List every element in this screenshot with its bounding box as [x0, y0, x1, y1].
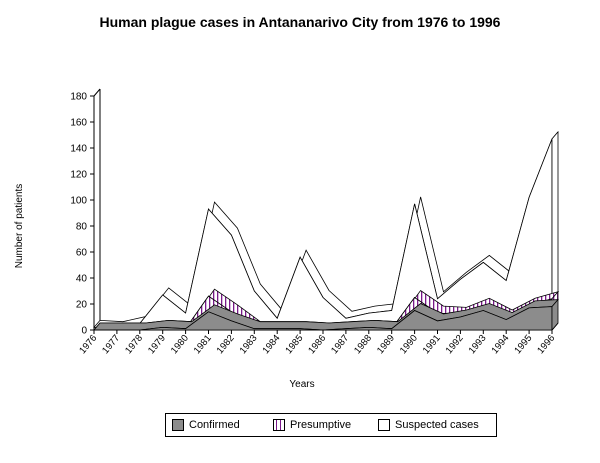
x-tick-label: 1991: [421, 333, 443, 356]
x-tick-label: 1982: [215, 333, 237, 356]
series-confirmed: [93, 298, 559, 332]
x-tick-label: 1992: [444, 333, 466, 356]
y-tick-label: 100: [70, 196, 87, 207]
series-confirmed-end: [551, 298, 559, 332]
x-tick-label: 1996: [535, 333, 557, 356]
x-tick-label: 1984: [260, 333, 282, 356]
legend-label-presumptive: Presumptive: [290, 419, 352, 431]
y-axis-label: Number of patients: [14, 184, 25, 269]
chart-legend: Confirmed Presumptive Suspected cases: [165, 413, 497, 437]
x-tick-label: 1989: [375, 333, 397, 356]
depth-edge-top: [93, 88, 101, 97]
x-tick-label: 1978: [123, 333, 145, 356]
y-tick-label: 160: [70, 118, 87, 129]
y-tick-label: 0: [81, 326, 87, 337]
legend-swatch-confirmed: [172, 419, 184, 431]
x-tick-label: 1977: [100, 333, 122, 356]
x-tick-label: 1983: [238, 333, 260, 356]
y-tick-label: 40: [76, 274, 88, 285]
x-tick-label: 1987: [329, 333, 351, 356]
x-tick-label: 1979: [146, 333, 168, 356]
y-tick-label: 120: [70, 170, 87, 181]
y-tick-label: 20: [76, 300, 88, 311]
x-tick-label: 1993: [467, 333, 489, 356]
series-suspected: [93, 130, 559, 331]
legend-swatch-suspected: [378, 419, 390, 431]
x-tick-label: 1994: [489, 333, 511, 356]
x-axis-label: Years: [289, 379, 314, 390]
x-tick-label: 1985: [283, 333, 305, 356]
legend-item-confirmed: Confirmed: [172, 418, 240, 432]
x-tick-label: 1981: [192, 333, 214, 356]
legend-swatch-presumptive: [273, 419, 285, 431]
y-tick-label: 140: [70, 144, 87, 155]
legend-label-confirmed: Confirmed: [189, 419, 240, 431]
x-tick-label: 1995: [512, 333, 534, 356]
series-suspected-end: [551, 130, 559, 300]
y-tick-label: 180: [70, 92, 87, 103]
legend-label-suspected: Suspected cases: [395, 419, 479, 431]
x-tick-label: 1986: [306, 333, 328, 356]
legend-item-suspected: Suspected cases: [378, 418, 479, 432]
chart-title: Human plague cases in Antananarivo City …: [99, 14, 501, 30]
x-tick-label: 1980: [169, 333, 191, 356]
y-tick-label: 60: [76, 248, 88, 259]
x-tick-label: 1988: [352, 333, 374, 356]
legend-item-presumptive: Presumptive: [273, 418, 351, 432]
y-tick-label: 80: [76, 222, 88, 233]
x-tick-label: 1990: [398, 333, 420, 356]
